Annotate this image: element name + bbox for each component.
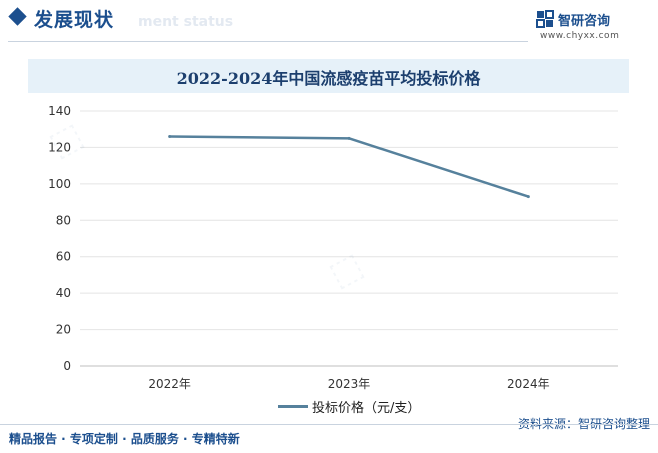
line-chart: 0 20 40 60 80 100 120 140 2022年 2023年 2024年 xyxy=(48,104,618,391)
data-point xyxy=(347,136,351,140)
x-tick-label: 2022年 xyxy=(148,377,191,391)
x-tick-label: 2023年 xyxy=(328,377,371,391)
legend-label: 投标价格（元/支） xyxy=(312,401,421,416)
footer-divider xyxy=(0,424,658,425)
data-point xyxy=(168,135,172,138)
y-tick-label: 60 xyxy=(56,250,71,264)
brand-name: 智研咨询 xyxy=(558,14,611,29)
header-divider xyxy=(8,41,528,42)
footer-tagline: 精品报告 · 专项定制 · 品质服务 · 专精特新 xyxy=(9,432,240,446)
series-line xyxy=(169,135,529,198)
y-tick-label: 0 xyxy=(63,359,71,373)
data-point xyxy=(526,195,530,199)
y-tick-label: 140 xyxy=(48,104,71,118)
x-tick-label: 2024年 xyxy=(507,377,550,391)
y-tick-label: 40 xyxy=(56,286,71,300)
section-title: 发展现状 xyxy=(34,9,115,31)
y-tick-label: 120 xyxy=(48,140,71,154)
brand-url: www.chyxx.com xyxy=(540,31,620,41)
y-tick-label: 20 xyxy=(56,323,71,337)
y-tick-label: 80 xyxy=(56,213,71,227)
header: 发展现状 ment status 智研咨询 www.chyxx.com xyxy=(0,0,658,44)
chart-title-band: 2022-2024年中国流感疫苗平均投标价格 xyxy=(28,59,629,93)
y-tick-label: 100 xyxy=(48,177,71,191)
section-subtitle-ghost: ment status xyxy=(138,14,234,30)
chart-title: 2022-2024年中国流感疫苗平均投标价格 xyxy=(176,69,481,88)
legend-line-swatch xyxy=(278,405,308,408)
brand-logo: 智研咨询 www.chyxx.com xyxy=(536,8,646,44)
logo-icon xyxy=(536,10,554,28)
